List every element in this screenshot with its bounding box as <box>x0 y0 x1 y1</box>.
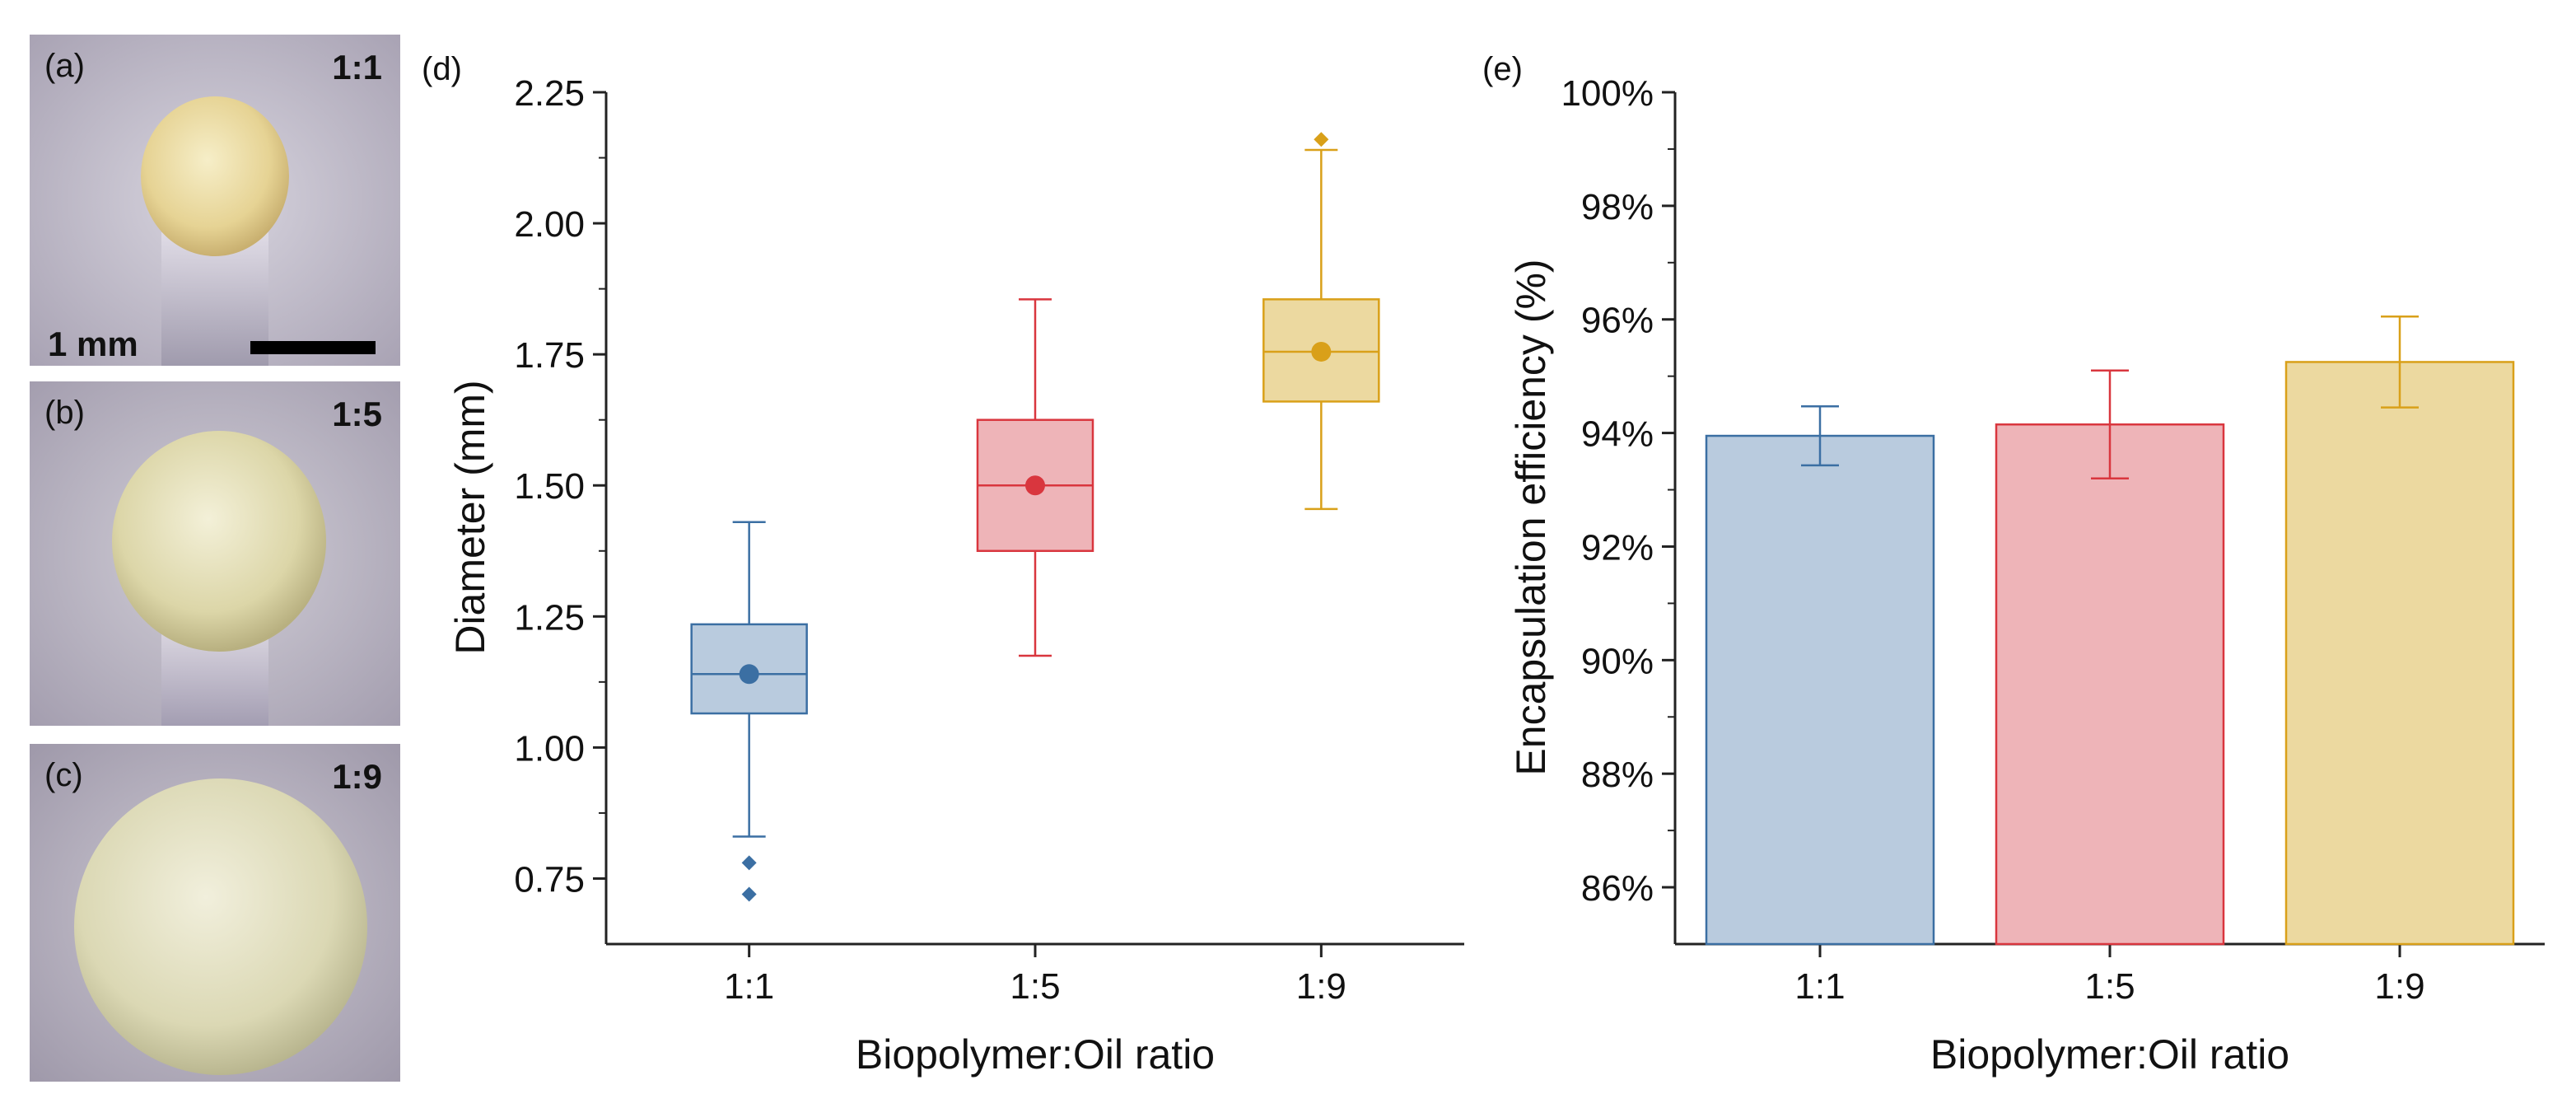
panel-label-e: (e) <box>1482 51 1523 87</box>
y-tick-label: 98% <box>1581 187 1654 227</box>
mean-marker <box>1311 341 1332 362</box>
panel-label-d: (d) <box>422 51 462 87</box>
scale-bar <box>250 341 376 354</box>
bar-1-5 <box>1995 369 2225 946</box>
outlier-marker <box>1314 132 1329 147</box>
mean-marker <box>1025 475 1045 496</box>
x-tick-label: 1:9 <box>2374 966 2424 1007</box>
outlier-marker <box>741 886 757 902</box>
panel-label-b: (b) <box>44 395 85 431</box>
mean-marker <box>739 664 759 685</box>
x-axis-title: Biopolymer:Oil ratio <box>1930 1031 2289 1078</box>
y-tick-label: 96% <box>1581 301 1654 341</box>
box-1-5 <box>976 298 1094 657</box>
bar <box>1995 423 2225 946</box>
box-1-1 <box>690 521 808 902</box>
x-tick-label: 1:5 <box>1010 966 1060 1007</box>
x-tick-label: 1:5 <box>2084 966 2135 1007</box>
bar-1-9 <box>2284 316 2515 946</box>
y-tick-label: 90% <box>1581 641 1654 681</box>
photo-panel-c: (c) 1:9 <box>30 744 400 1082</box>
y-tick-label: 2.00 <box>514 204 585 245</box>
box-1-9 <box>1262 132 1380 511</box>
bead-image-c <box>30 744 400 1082</box>
photo-panel-a: (a) 1:1 1 mm <box>30 35 400 366</box>
panel-label-c: (c) <box>44 757 83 793</box>
x-tick-label: 1:9 <box>1296 966 1346 1007</box>
outlier-marker <box>741 855 757 871</box>
y-tick-label: 92% <box>1581 527 1654 568</box>
x-axis-title: Biopolymer:Oil ratio <box>856 1031 1215 1078</box>
bead-image-b <box>30 381 400 726</box>
y-tick-label: 94% <box>1581 414 1654 455</box>
x-tick-label: 1:1 <box>724 966 774 1007</box>
y-tick-label: 100% <box>1561 73 1654 114</box>
bead-image-a <box>30 35 400 366</box>
panel-label-a: (a) <box>44 48 85 84</box>
y-axis-title: Diameter (mm) <box>447 380 493 654</box>
bar <box>2284 361 2515 946</box>
y-tick-label: 86% <box>1581 868 1654 909</box>
y-tick-label: 1.50 <box>514 466 585 507</box>
y-tick-label: 88% <box>1581 755 1654 795</box>
y-tick-label: 1.00 <box>514 728 585 769</box>
ratio-label-a: 1:1 <box>332 48 382 86</box>
bar-1-1 <box>1705 404 1935 946</box>
bar <box>1705 434 1935 946</box>
y-tick-label: 2.25 <box>514 73 585 114</box>
scale-bar-label: 1 mm <box>48 325 138 363</box>
ratio-label-b: 1:5 <box>332 395 382 433</box>
x-tick-label: 1:1 <box>1794 966 1845 1007</box>
ratio-label-c: 1:9 <box>332 757 382 796</box>
photo-panel-b: (b) 1:5 <box>30 381 400 726</box>
y-tick-label: 1.75 <box>514 335 585 376</box>
y-tick-label: 1.25 <box>514 597 585 638</box>
y-tick-label: 0.75 <box>514 859 585 900</box>
y-axis-title: Encapsulation efficiency (%) <box>1508 259 1554 775</box>
